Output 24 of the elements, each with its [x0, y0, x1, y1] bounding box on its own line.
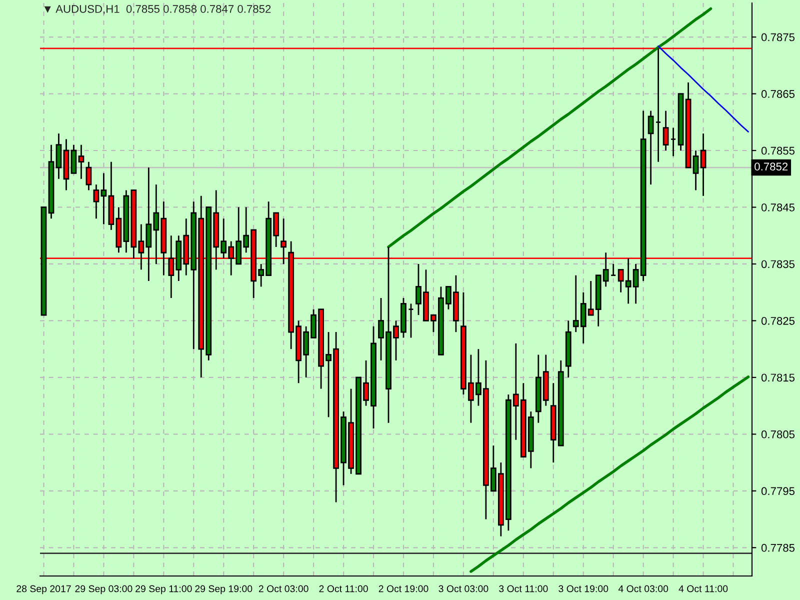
- x-tick-label: 3 Oct 19:00: [558, 585, 608, 592]
- chart-title: ▼ AUDUSD,H1 0.7855 0.7858 0.7847 0.7852: [44, 5, 271, 14]
- x-tick-label: 2 Oct 11:00: [319, 585, 368, 592]
- y-tick-label: 0.7795: [761, 487, 795, 496]
- y-tick-label: 0.7815: [761, 374, 795, 382]
- y-tick-label: 0.7835: [761, 260, 795, 268]
- y-tick-label: 0.7845: [761, 204, 795, 212]
- y-tick-label: 0.7855: [761, 146, 795, 155]
- x-tick-label: 29 Sep 19:00: [195, 585, 252, 594]
- x-tick-label: 4 Oct 03:00: [618, 585, 668, 592]
- x-tick-label: 4 Oct 11:00: [678, 585, 728, 592]
- y-tick-label: 0.7865: [761, 90, 795, 98]
- y-tick-label: 0.7875: [761, 33, 795, 42]
- x-tick-label: 29 Sep 03:00: [75, 585, 132, 594]
- ref-line-label: 0.7852: [754, 162, 788, 171]
- x-tick-label: 29 Sep 11:00: [136, 585, 192, 594]
- x-tick-label: 2 Oct 03:00: [258, 585, 308, 592]
- y-tick-label: 0.7805: [761, 430, 795, 438]
- x-tick-label: 28 Sep 2017: [16, 585, 71, 594]
- x-tick-label: 3 Oct 03:00: [438, 585, 488, 592]
- y-tick-label: 0.7785: [761, 544, 795, 552]
- x-tick-label: 3 Oct 11:00: [499, 585, 548, 592]
- y-tick-label: 0.7825: [761, 316, 795, 325]
- x-tick-label: 2 Oct 19:00: [378, 585, 428, 592]
